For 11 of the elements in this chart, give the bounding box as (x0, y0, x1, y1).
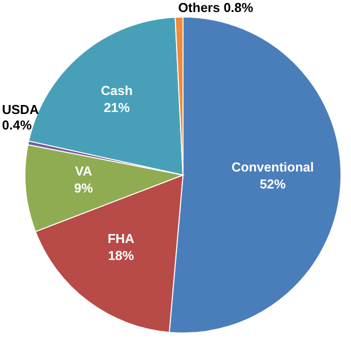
data-label: 21% (104, 100, 130, 115)
slice-label: VA (75, 164, 93, 179)
slice-label: Others 0.8% (178, 0, 254, 15)
slice-label: Conventional (232, 160, 314, 175)
slice-label: Cash (100, 82, 133, 98)
data-label: 0.4% (2, 117, 32, 132)
slice-label: USDA (2, 102, 40, 117)
data-label: 52% (260, 176, 286, 192)
data-label: 9% (74, 180, 94, 196)
slice-label: FHA (108, 231, 135, 246)
data-label: 18% (108, 248, 134, 264)
